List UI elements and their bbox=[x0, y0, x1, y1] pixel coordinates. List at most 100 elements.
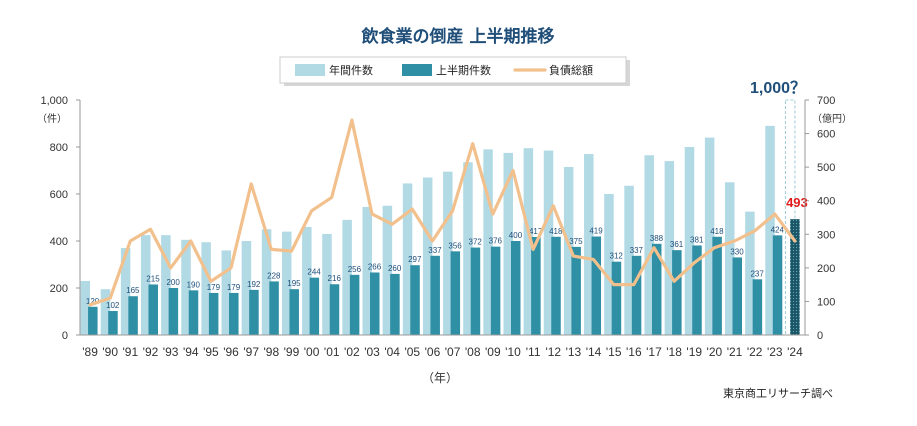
half-year-count-bar bbox=[752, 279, 763, 335]
x-tick-label: '15 bbox=[606, 345, 622, 359]
half-year-count-bar bbox=[289, 289, 299, 335]
half-year-count-bar bbox=[450, 251, 461, 335]
x-tick-label: '93 bbox=[163, 345, 179, 359]
half-year-count-bar bbox=[249, 289, 259, 335]
x-tick-label: '21 bbox=[727, 345, 743, 359]
half-year-value-label: 102 bbox=[106, 301, 120, 310]
half-year-value-label: 417 bbox=[529, 227, 543, 236]
annual-count-bar bbox=[342, 219, 352, 335]
half-year-value-label: 237 bbox=[750, 269, 764, 278]
half-year-count-bar bbox=[651, 243, 662, 335]
annual-count-bar bbox=[382, 205, 393, 335]
half-year-count-bar bbox=[772, 235, 783, 335]
latest-half-year-value: 493 bbox=[786, 195, 808, 210]
x-tick-label: '89 bbox=[82, 345, 98, 359]
half-year-count-bar bbox=[551, 236, 561, 335]
half-year-count-bar bbox=[470, 247, 481, 335]
half-year-count-bar bbox=[329, 284, 340, 335]
x-tick-label: '23 bbox=[767, 345, 783, 359]
half-year-count-bar bbox=[370, 272, 380, 335]
half-year-value-label: 297 bbox=[408, 255, 422, 264]
half-year-count-bar bbox=[168, 288, 179, 335]
half-year-value-label: 381 bbox=[690, 235, 704, 244]
legend-label: 年間件数 bbox=[329, 63, 373, 77]
annual-count-bar bbox=[140, 235, 151, 335]
x-tick-label: '17 bbox=[646, 345, 662, 359]
annual-count-bar bbox=[402, 183, 413, 335]
half-year-count-bar bbox=[692, 245, 702, 335]
x-tick-label: '05 bbox=[404, 345, 420, 359]
right-tick-label: 500 bbox=[817, 162, 835, 174]
half-year-value-label: 120 bbox=[86, 297, 100, 306]
x-tick-label: '02 bbox=[344, 345, 360, 359]
x-tick-label: '14 bbox=[586, 345, 602, 359]
right-tick-label: 300 bbox=[817, 229, 835, 241]
legend-label: 上半期件数 bbox=[436, 63, 491, 77]
half-year-count-bar bbox=[490, 246, 501, 335]
right-tick-label: 600 bbox=[817, 129, 835, 141]
half-year-value-label: 372 bbox=[469, 238, 483, 247]
annual-count-bar bbox=[725, 182, 735, 335]
left-tick-label: 800 bbox=[50, 142, 68, 154]
liability-line bbox=[88, 118, 797, 307]
legend: 年間件数 上半期件数 負債総額 bbox=[295, 63, 593, 77]
half-year-value-label: 266 bbox=[368, 262, 382, 271]
half-year-count-bar bbox=[790, 219, 800, 335]
half-year-count-bar bbox=[410, 265, 420, 335]
half-year-value-label: 165 bbox=[126, 286, 140, 295]
left-tick-label: 0 bbox=[62, 330, 68, 342]
annual-count-bar bbox=[584, 154, 594, 335]
annual-count-bar bbox=[100, 289, 111, 335]
half-year-value-label: 215 bbox=[146, 274, 160, 283]
half-year-count-bar bbox=[531, 237, 541, 335]
liability-total-line bbox=[88, 118, 797, 307]
half-year-value-label: 424 bbox=[771, 225, 785, 234]
half-year-count-bar bbox=[269, 281, 279, 335]
annual-count-bar bbox=[302, 226, 312, 335]
right-axis: 0 100 200 300 400 500 600 700 bbox=[805, 95, 835, 342]
half-year-count-bar bbox=[510, 241, 521, 335]
x-tick-label: '04 bbox=[384, 345, 400, 359]
x-axis-label: （年） bbox=[422, 371, 458, 385]
half-year-value-label: 200 bbox=[166, 278, 180, 287]
annual-count-bar bbox=[422, 177, 433, 335]
x-tick-label: '07 bbox=[445, 345, 461, 359]
left-tick-label: 400 bbox=[50, 236, 68, 248]
annual-count-bar bbox=[664, 161, 675, 335]
half-year-count-bar bbox=[349, 274, 360, 335]
half-year-value-label: 228 bbox=[267, 271, 281, 280]
annual-count-bar bbox=[684, 147, 695, 335]
legend-swatch bbox=[295, 64, 325, 76]
x-tick-label: '19 bbox=[686, 345, 702, 359]
annual-count-bar bbox=[120, 248, 131, 335]
half-year-value-label: 179 bbox=[227, 283, 241, 292]
half-year-value-label: 418 bbox=[710, 227, 724, 236]
x-tick-label: '94 bbox=[183, 345, 199, 359]
half-year-count-bar bbox=[309, 277, 320, 335]
x-tick-label: '03 bbox=[364, 345, 380, 359]
half-year-count-bar bbox=[631, 255, 642, 335]
half-year-count-bar bbox=[672, 250, 682, 335]
x-tick-label: '98 bbox=[263, 345, 279, 359]
right-tick-label: 0 bbox=[817, 330, 823, 342]
annual-count-bar bbox=[543, 150, 554, 335]
half-year-value-label: 256 bbox=[348, 265, 362, 274]
right-tick-label: 400 bbox=[817, 196, 835, 208]
legend-swatch bbox=[402, 64, 432, 76]
x-tick-label: '95 bbox=[203, 345, 219, 359]
x-tick-label: '99 bbox=[284, 345, 300, 359]
x-tick-label: '22 bbox=[747, 345, 763, 359]
annual-count-bar bbox=[523, 148, 534, 335]
half-year-value-label: 312 bbox=[610, 252, 624, 261]
x-tick-label: '20 bbox=[707, 345, 723, 359]
x-tick-label: '08 bbox=[465, 345, 481, 359]
x-tick-label: '09 bbox=[485, 345, 501, 359]
x-axis: '89 '90 '91 '92 '93 '94 '95 '96 '97 '98 '99 '00 '01 '… bbox=[82, 345, 803, 359]
chart-title: 飲食業の倒産 上半期推移 bbox=[361, 26, 555, 47]
bars bbox=[80, 99, 800, 336]
half-year-value-label: 195 bbox=[287, 279, 301, 288]
half-year-count-bar bbox=[229, 292, 239, 335]
x-tick-label: '18 bbox=[666, 345, 682, 359]
x-tick-label: '91 bbox=[123, 345, 139, 359]
